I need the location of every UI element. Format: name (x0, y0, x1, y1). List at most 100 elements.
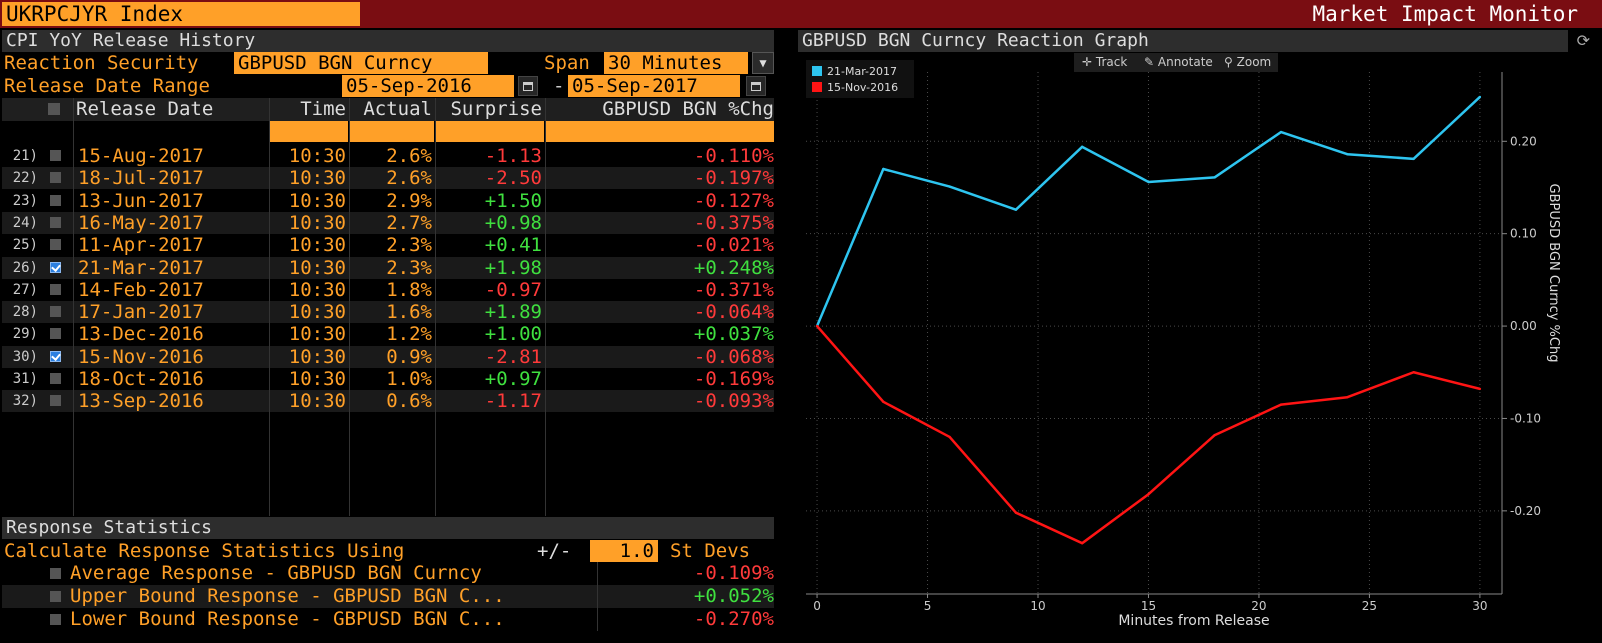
table-row[interactable]: 30) 15-Nov-2016 10:30 0.9% -2.81 -0.068% (2, 345, 774, 368)
release-history-table: Release Date Time Actual Surprise GBPUSD… (2, 98, 774, 516)
row-checkbox[interactable] (50, 328, 61, 340)
annotate-tool[interactable]: ✎ Annotate (1144, 55, 1213, 69)
row-checkbox[interactable] (50, 150, 61, 161)
stat-label: Lower Bound Response - GBPUSD BGN C... (70, 608, 505, 630)
span-label: Span (544, 52, 590, 74)
row-checkbox[interactable] (50, 373, 61, 384)
release-time: 10:30 (288, 345, 346, 368)
row-number: 23) (12, 192, 38, 209)
release-time: 10:30 (288, 167, 346, 190)
stat-row-average[interactable]: Average Response - GBPUSD BGN Curncy -0.… (2, 562, 774, 585)
actual-value: 2.3% (386, 234, 432, 257)
col-surprise[interactable]: Surprise (450, 98, 542, 120)
data-point (1412, 371, 1415, 374)
stdev-input[interactable]: 1.0 (590, 540, 658, 562)
surprise-value: -1.13 (484, 145, 542, 167)
release-date: 13-Jun-2017 (78, 189, 204, 212)
row-checkbox[interactable] (50, 395, 61, 407)
col-release-date[interactable]: Release Date (76, 98, 214, 120)
refresh-icon[interactable]: ⟳ (1576, 31, 1590, 50)
table-row[interactable]: 23) 13-Jun-2017 10:30 2.9% +1.50 -0.127% (2, 190, 774, 212)
row-number: 22) (12, 170, 38, 187)
col-actual[interactable]: Actual (363, 98, 432, 120)
pct-change-value: -0.064% (693, 301, 774, 324)
stat-checkbox[interactable] (50, 614, 61, 625)
x-tick-label: 30 (1472, 599, 1487, 613)
x-tick-label: 25 (1362, 599, 1377, 613)
calendar-icon[interactable] (518, 76, 538, 96)
stat-label: Upper Bound Response - GBPUSD BGN C... (70, 585, 505, 607)
row-number: 27) (12, 281, 38, 298)
table-row[interactable]: 32) 13-Sep-2016 10:30 0.6% -1.17 -0.093% (2, 390, 774, 413)
date-from-input[interactable]: 05-Sep-2016 (342, 75, 514, 97)
stat-label: Average Response - GBPUSD BGN Curncy (70, 562, 482, 584)
stat-row-upper[interactable]: Upper Bound Response - GBPUSD BGN C... +… (2, 585, 774, 608)
actual-value: 0.9% (386, 345, 432, 368)
response-stats-header: Response Statistics (2, 517, 774, 539)
release-time: 10:30 (288, 145, 346, 167)
pct-change-value: -0.371% (693, 278, 774, 301)
table-row[interactable]: 31) 18-Oct-2016 10:30 1.0% +0.97 -0.169% (2, 368, 774, 390)
data-point (882, 167, 885, 171)
table-row[interactable]: 26) 21-Mar-2017 10:30 2.3% +1.98 +0.248% (2, 256, 774, 279)
surprise-value: +0.98 (484, 211, 542, 234)
release-date: 21-Mar-2017 (78, 256, 204, 279)
row-checkbox[interactable] (50, 216, 61, 228)
row-checkbox[interactable] (50, 172, 61, 184)
row-checkbox[interactable] (50, 283, 61, 295)
row-checkbox[interactable] (50, 350, 61, 362)
release-time: 10:30 (288, 390, 346, 413)
stat-checkbox[interactable] (50, 591, 61, 602)
filter-time[interactable] (270, 121, 348, 142)
col-time[interactable]: Time (300, 98, 346, 120)
data-point (948, 435, 951, 439)
row-number: 21) (12, 148, 38, 164)
row-number: 24) (12, 214, 38, 231)
actual-value: 1.2% (386, 323, 432, 346)
col-chg[interactable]: GBPUSD BGN %Chg (602, 98, 774, 120)
filter-chg[interactable] (546, 121, 774, 142)
pencil-icon: ✎ (1144, 55, 1155, 69)
y-tick-label: -0.10 (1510, 411, 1541, 425)
zoom-tool[interactable]: ⚲ Zoom (1224, 55, 1272, 69)
table-row[interactable]: 29) 13-Dec-2016 10:30 1.2% +1.00 +0.037% (2, 323, 774, 345)
stat-value: -0.270% (693, 608, 774, 630)
select-all-checkbox[interactable] (48, 103, 60, 115)
data-point (815, 324, 819, 328)
reaction-security-label: Reaction Security (4, 52, 199, 74)
row-checkbox[interactable] (50, 194, 61, 206)
calendar-icon[interactable] (746, 76, 766, 96)
release-time: 10:30 (288, 301, 346, 324)
chevron-down-icon[interactable]: ▼ (752, 52, 774, 74)
span-select[interactable]: 30 Minutes (604, 52, 748, 74)
date-to-input[interactable]: 05-Sep-2017 (568, 75, 740, 97)
pct-change-value: -0.127% (693, 189, 774, 212)
row-checkbox[interactable] (50, 306, 61, 318)
reaction-security-input[interactable]: GBPUSD BGN Curncy (234, 52, 488, 74)
row-checkbox[interactable] (50, 261, 61, 273)
table-row[interactable]: 28) 17-Jan-2017 10:30 1.6% +1.89 -0.064% (2, 301, 774, 324)
release-date: 17-Jan-2017 (78, 301, 204, 324)
data-point (1478, 95, 1482, 99)
release-time: 10:30 (288, 368, 346, 390)
table-row[interactable]: 25) 11-Apr-2017 10:30 2.3% +0.41 -0.021% (2, 234, 774, 256)
table-row[interactable]: 24) 16-May-2017 10:30 2.7% +0.98 -0.375% (2, 211, 774, 234)
table-row[interactable]: 22) 18-Jul-2017 10:30 2.6% -2.50 -0.197% (2, 167, 774, 190)
stat-row-lower[interactable]: Lower Bound Response - GBPUSD BGN C... -… (2, 608, 774, 631)
actual-value: 1.8% (386, 278, 432, 301)
track-tool[interactable]: ✛ Track (1082, 55, 1128, 69)
table-row[interactable]: 27) 14-Feb-2017 10:30 1.8% -0.97 -0.371% (2, 279, 774, 301)
filter-actual[interactable] (350, 121, 434, 142)
ticker-field[interactable]: UKRPCJYR Index (2, 2, 360, 26)
y-tick-label: 0.20 (1510, 134, 1537, 148)
row-number: 31) (12, 371, 38, 387)
reaction-line-chart[interactable]: 0 5 10 15 20 25 30 0.20 0.10 0.00 -0.10 -0.20 Minute… (798, 28, 1602, 643)
row-checkbox[interactable] (50, 239, 61, 251)
data-point (1147, 493, 1150, 496)
filter-surprise[interactable] (436, 121, 544, 142)
stat-checkbox[interactable] (50, 568, 61, 579)
table-row[interactable]: 21) 15-Aug-2017 10:30 2.6% -1.13 -0.110% (2, 145, 774, 167)
release-date: 13-Dec-2016 (78, 323, 204, 346)
pct-change-value: +0.248% (693, 256, 774, 279)
release-date: 15-Aug-2017 (78, 145, 204, 167)
